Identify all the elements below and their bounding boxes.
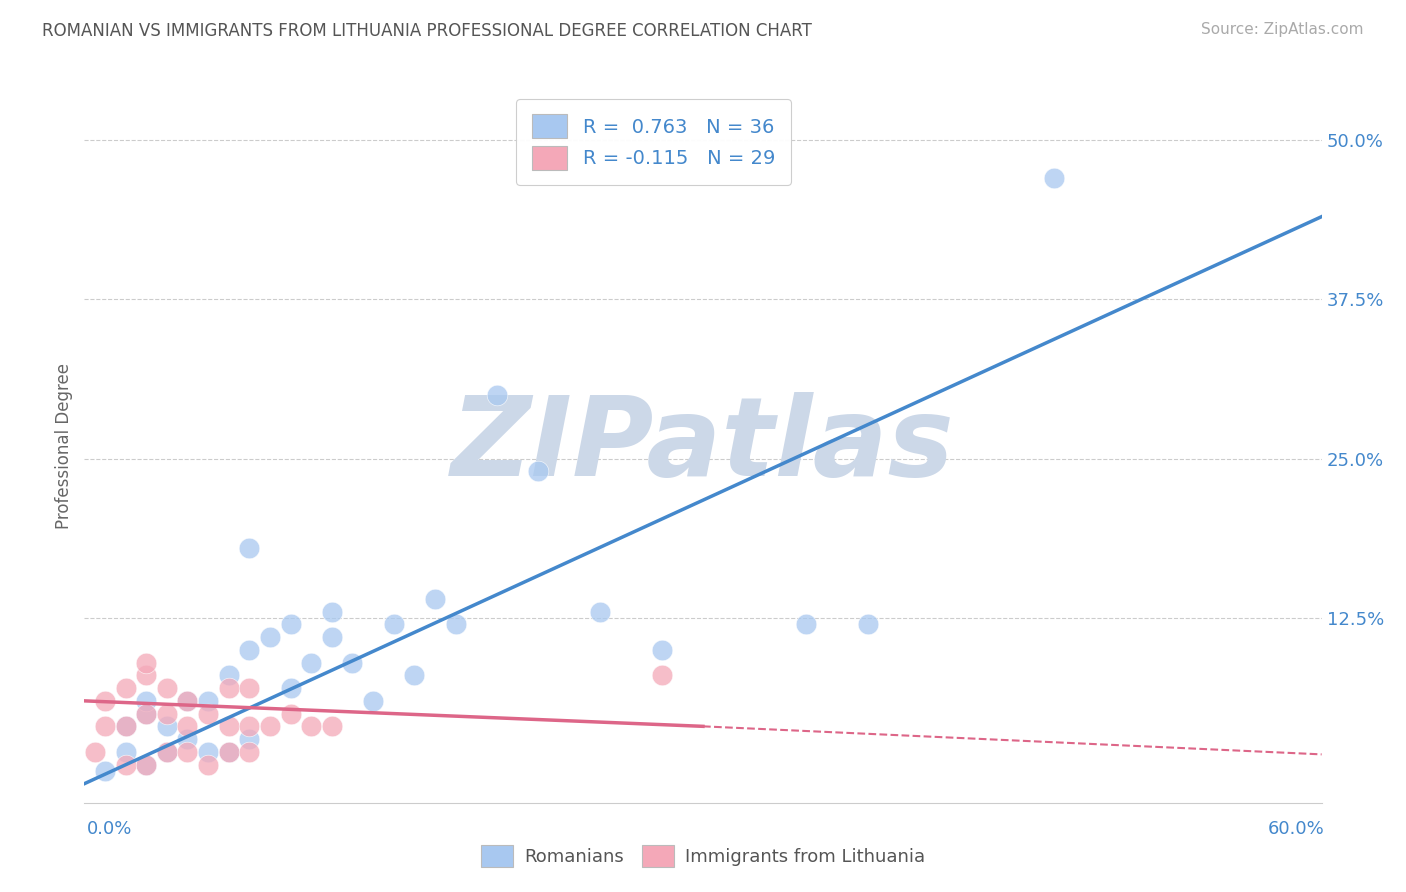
- Point: [94, 764, 117, 778]
- Point: [197, 745, 219, 759]
- Point: [404, 668, 426, 682]
- Point: [485, 388, 508, 402]
- Point: [794, 617, 817, 632]
- Point: [321, 605, 343, 619]
- Point: [1042, 171, 1064, 186]
- Point: [156, 745, 179, 759]
- Point: [135, 694, 157, 708]
- Point: [114, 719, 136, 733]
- Point: [651, 643, 673, 657]
- Point: [176, 732, 198, 747]
- Point: [299, 719, 322, 733]
- Point: [176, 694, 198, 708]
- Point: [176, 694, 198, 708]
- Point: [259, 630, 281, 644]
- Point: [94, 694, 117, 708]
- Point: [114, 757, 136, 772]
- Point: [114, 681, 136, 695]
- Point: [135, 757, 157, 772]
- Point: [321, 630, 343, 644]
- Point: [135, 706, 157, 721]
- Point: [280, 706, 302, 721]
- Point: [342, 656, 364, 670]
- Point: [218, 745, 240, 759]
- Point: [156, 681, 179, 695]
- Point: [94, 719, 117, 733]
- Text: 0.0%: 0.0%: [87, 820, 132, 838]
- Point: [83, 745, 105, 759]
- Point: [218, 681, 240, 695]
- Point: [651, 668, 673, 682]
- Point: [361, 694, 384, 708]
- Point: [135, 656, 157, 670]
- Text: ROMANIAN VS IMMIGRANTS FROM LITHUANIA PROFESSIONAL DEGREE CORRELATION CHART: ROMANIAN VS IMMIGRANTS FROM LITHUANIA PR…: [42, 22, 813, 40]
- Legend: Romanians, Immigrants from Lithuania: Romanians, Immigrants from Lithuania: [474, 838, 932, 874]
- Point: [321, 719, 343, 733]
- Point: [135, 757, 157, 772]
- Point: [280, 681, 302, 695]
- Point: [197, 706, 219, 721]
- Point: [238, 681, 260, 695]
- Point: [218, 719, 240, 733]
- Point: [114, 745, 136, 759]
- Point: [176, 745, 198, 759]
- Point: [238, 719, 260, 733]
- Point: [589, 605, 612, 619]
- Point: [238, 541, 260, 555]
- Point: [238, 643, 260, 657]
- Point: [444, 617, 467, 632]
- Point: [423, 591, 446, 606]
- Point: [135, 668, 157, 682]
- Point: [238, 745, 260, 759]
- Point: [856, 617, 879, 632]
- Point: [156, 745, 179, 759]
- Point: [280, 617, 302, 632]
- Text: 60.0%: 60.0%: [1268, 820, 1324, 838]
- Point: [176, 719, 198, 733]
- Point: [238, 732, 260, 747]
- Point: [527, 465, 550, 479]
- Point: [156, 719, 179, 733]
- Y-axis label: Professional Degree: Professional Degree: [55, 363, 73, 529]
- Text: ZIPatlas: ZIPatlas: [451, 392, 955, 500]
- Text: Source: ZipAtlas.com: Source: ZipAtlas.com: [1201, 22, 1364, 37]
- Point: [259, 719, 281, 733]
- Point: [197, 694, 219, 708]
- Point: [114, 719, 136, 733]
- Point: [135, 706, 157, 721]
- Point: [218, 668, 240, 682]
- Point: [156, 706, 179, 721]
- Legend: R =  0.763   N = 36, R = -0.115   N = 29: R = 0.763 N = 36, R = -0.115 N = 29: [516, 99, 790, 186]
- Point: [299, 656, 322, 670]
- Point: [382, 617, 405, 632]
- Point: [197, 757, 219, 772]
- Point: [218, 745, 240, 759]
